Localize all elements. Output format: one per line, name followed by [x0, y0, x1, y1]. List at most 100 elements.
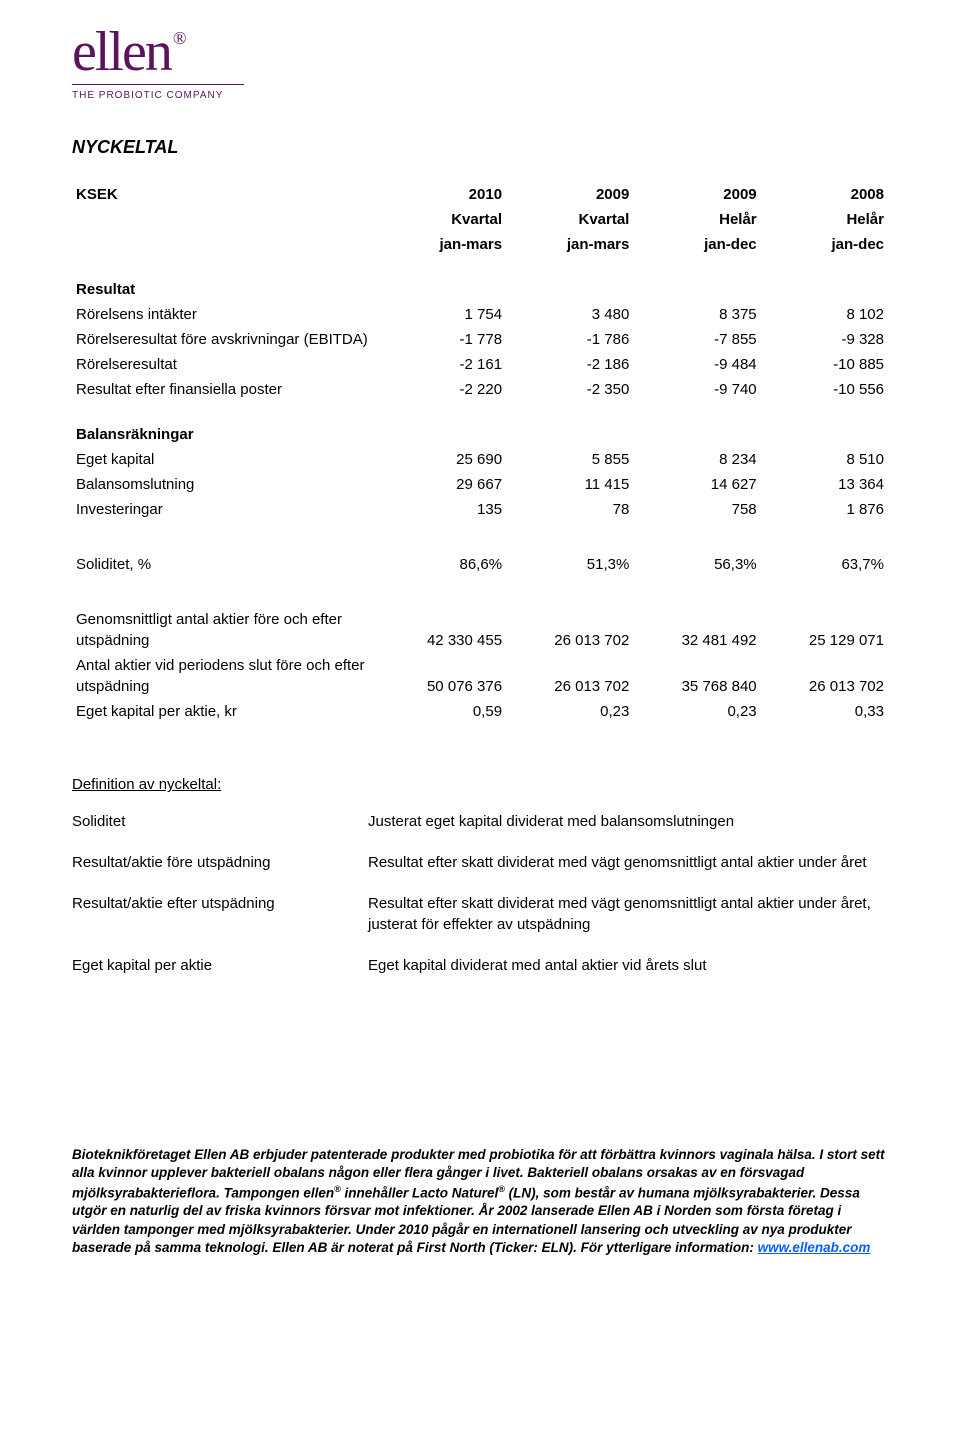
definition-desc: Resultat efter skatt dividerat med vägt …: [368, 852, 888, 873]
cell: 26 013 702: [506, 607, 633, 653]
col-pspan-2: jan-dec: [633, 232, 760, 257]
section-title: NYCKELTAL: [72, 135, 888, 160]
table-row: Antal aktier vid periodens slut före och…: [72, 653, 888, 699]
cell: 8 234: [633, 447, 760, 472]
cell: 1 754: [379, 302, 506, 327]
definition-desc: Eget kapital dividerat med antal aktier …: [368, 955, 888, 976]
cell: 86,6%: [379, 552, 506, 577]
cell: -7 855: [633, 327, 760, 352]
cell: -9 740: [633, 377, 760, 402]
footer-link[interactable]: www.ellenab.com: [758, 1240, 871, 1255]
cell: 758: [633, 497, 760, 522]
cell: 42 330 455: [379, 607, 506, 653]
row-label: Soliditet, %: [72, 552, 379, 577]
table-row-header-label: KSEK: [72, 182, 379, 207]
cell: 0,23: [506, 699, 633, 724]
row-label: Resultat efter finansiella poster: [72, 377, 379, 402]
cell: -2 186: [506, 352, 633, 377]
cell: -1 786: [506, 327, 633, 352]
cell: 50 076 376: [379, 653, 506, 699]
col-pspan-0: jan-mars: [379, 232, 506, 257]
table-row: Investeringar 135 78 758 1 876: [72, 497, 888, 522]
group-title: Resultat: [72, 257, 888, 302]
cell: -10 885: [761, 352, 888, 377]
key-figures-table: KSEK 2010 2009 2009 2008 Kvartal Kvartal…: [72, 182, 888, 724]
table-row: Rörelsens intäkter 1 754 3 480 8 375 8 1…: [72, 302, 888, 327]
cell: 63,7%: [761, 552, 888, 577]
definition-term: Eget kapital per aktie: [72, 955, 368, 976]
cell: 8 375: [633, 302, 760, 327]
cell: 13 364: [761, 472, 888, 497]
cell: 0,33: [761, 699, 888, 724]
cell: 78: [506, 497, 633, 522]
col-ptype-0: Kvartal: [379, 207, 506, 232]
cell: 5 855: [506, 447, 633, 472]
row-label: Balansomslutning: [72, 472, 379, 497]
cell: 25 129 071: [761, 607, 888, 653]
table-row: Eget kapital per aktie, kr 0,59 0,23 0,2…: [72, 699, 888, 724]
row-label: Investeringar: [72, 497, 379, 522]
col-year-1: 2009: [506, 182, 633, 207]
cell: 135: [379, 497, 506, 522]
table-row: Resultat efter finansiella poster -2 220…: [72, 377, 888, 402]
page-root: ellen ® THE PROBIOTIC COMPANY NYCKELTAL …: [0, 0, 960, 1297]
table-row: Eget kapital 25 690 5 855 8 234 8 510: [72, 447, 888, 472]
cell: 26 013 702: [761, 653, 888, 699]
cell: 56,3%: [633, 552, 760, 577]
table-row: Rörelseresultat före avskrivningar (EBIT…: [72, 327, 888, 352]
logo-word: ellen: [72, 24, 171, 80]
group-title: Balansräkningar: [72, 402, 888, 447]
col-year-2: 2009: [633, 182, 760, 207]
cell: 29 667: [379, 472, 506, 497]
cell: -2 220: [379, 377, 506, 402]
definition-desc: Resultat efter skatt dividerat med vägt …: [368, 893, 888, 935]
logo-registered-icon: ®: [173, 26, 187, 51]
col-pspan-1: jan-mars: [506, 232, 633, 257]
table-row: Soliditet, % 86,6% 51,3% 56,3% 63,7%: [72, 552, 888, 577]
logo-wrap: ellen ®: [72, 24, 185, 80]
cell: 26 013 702: [506, 653, 633, 699]
table-row: Balansomslutning 29 667 11 415 14 627 13…: [72, 472, 888, 497]
logo-tagline: THE PROBIOTIC COMPANY: [72, 89, 223, 103]
table-row: Genomsnittligt antal aktier före och eft…: [72, 607, 888, 653]
cell: -9 328: [761, 327, 888, 352]
cell: 51,3%: [506, 552, 633, 577]
table-header-years: KSEK 2010 2009 2009 2008: [72, 182, 888, 207]
col-ptype-3: Helår: [761, 207, 888, 232]
cell: 32 481 492: [633, 607, 760, 653]
cell: 8 510: [761, 447, 888, 472]
col-year-3: 2008: [761, 182, 888, 207]
cell: 0,23: [633, 699, 760, 724]
cell: 1 876: [761, 497, 888, 522]
definition-term: Soliditet: [72, 811, 368, 832]
cell: 3 480: [506, 302, 633, 327]
row-label: Antal aktier vid periodens slut före och…: [72, 653, 379, 699]
cell: -2 161: [379, 352, 506, 377]
table-row: Rörelseresultat -2 161 -2 186 -9 484 -10…: [72, 352, 888, 377]
logo-block: ellen ® THE PROBIOTIC COMPANY: [72, 24, 888, 103]
footer-text-part: innehåller Lacto Naturel: [341, 1185, 499, 1200]
definitions-block: Definition av nyckeltal: Soliditet Juste…: [72, 774, 888, 976]
col-ptype-2: Helår: [633, 207, 760, 232]
table-header-period-type: Kvartal Kvartal Helår Helår: [72, 207, 888, 232]
cell: -10 556: [761, 377, 888, 402]
row-label: Genomsnittligt antal aktier före och eft…: [72, 607, 379, 653]
row-label: Eget kapital per aktie, kr: [72, 699, 379, 724]
col-year-0: 2010: [379, 182, 506, 207]
registered-icon: ®: [334, 1184, 341, 1194]
cell: 35 768 840: [633, 653, 760, 699]
cell: -1 778: [379, 327, 506, 352]
definition-term: Resultat/aktie före utspädning: [72, 852, 368, 873]
logo-rule: [72, 84, 244, 85]
cell: 8 102: [761, 302, 888, 327]
definition-row: Resultat/aktie före utspädning Resultat …: [72, 852, 888, 873]
col-pspan-3: jan-dec: [761, 232, 888, 257]
cell: 14 627: [633, 472, 760, 497]
definition-row: Resultat/aktie efter utspädning Resultat…: [72, 893, 888, 935]
definition-row: Soliditet Justerat eget kapital dividera…: [72, 811, 888, 832]
row-label: Eget kapital: [72, 447, 379, 472]
definition-term: Resultat/aktie efter utspädning: [72, 893, 368, 935]
footer-disclaimer: Bioteknikföretaget Ellen AB erbjuder pat…: [72, 1146, 888, 1257]
registered-icon: ®: [498, 1184, 505, 1194]
group-title-row: Resultat: [72, 257, 888, 302]
